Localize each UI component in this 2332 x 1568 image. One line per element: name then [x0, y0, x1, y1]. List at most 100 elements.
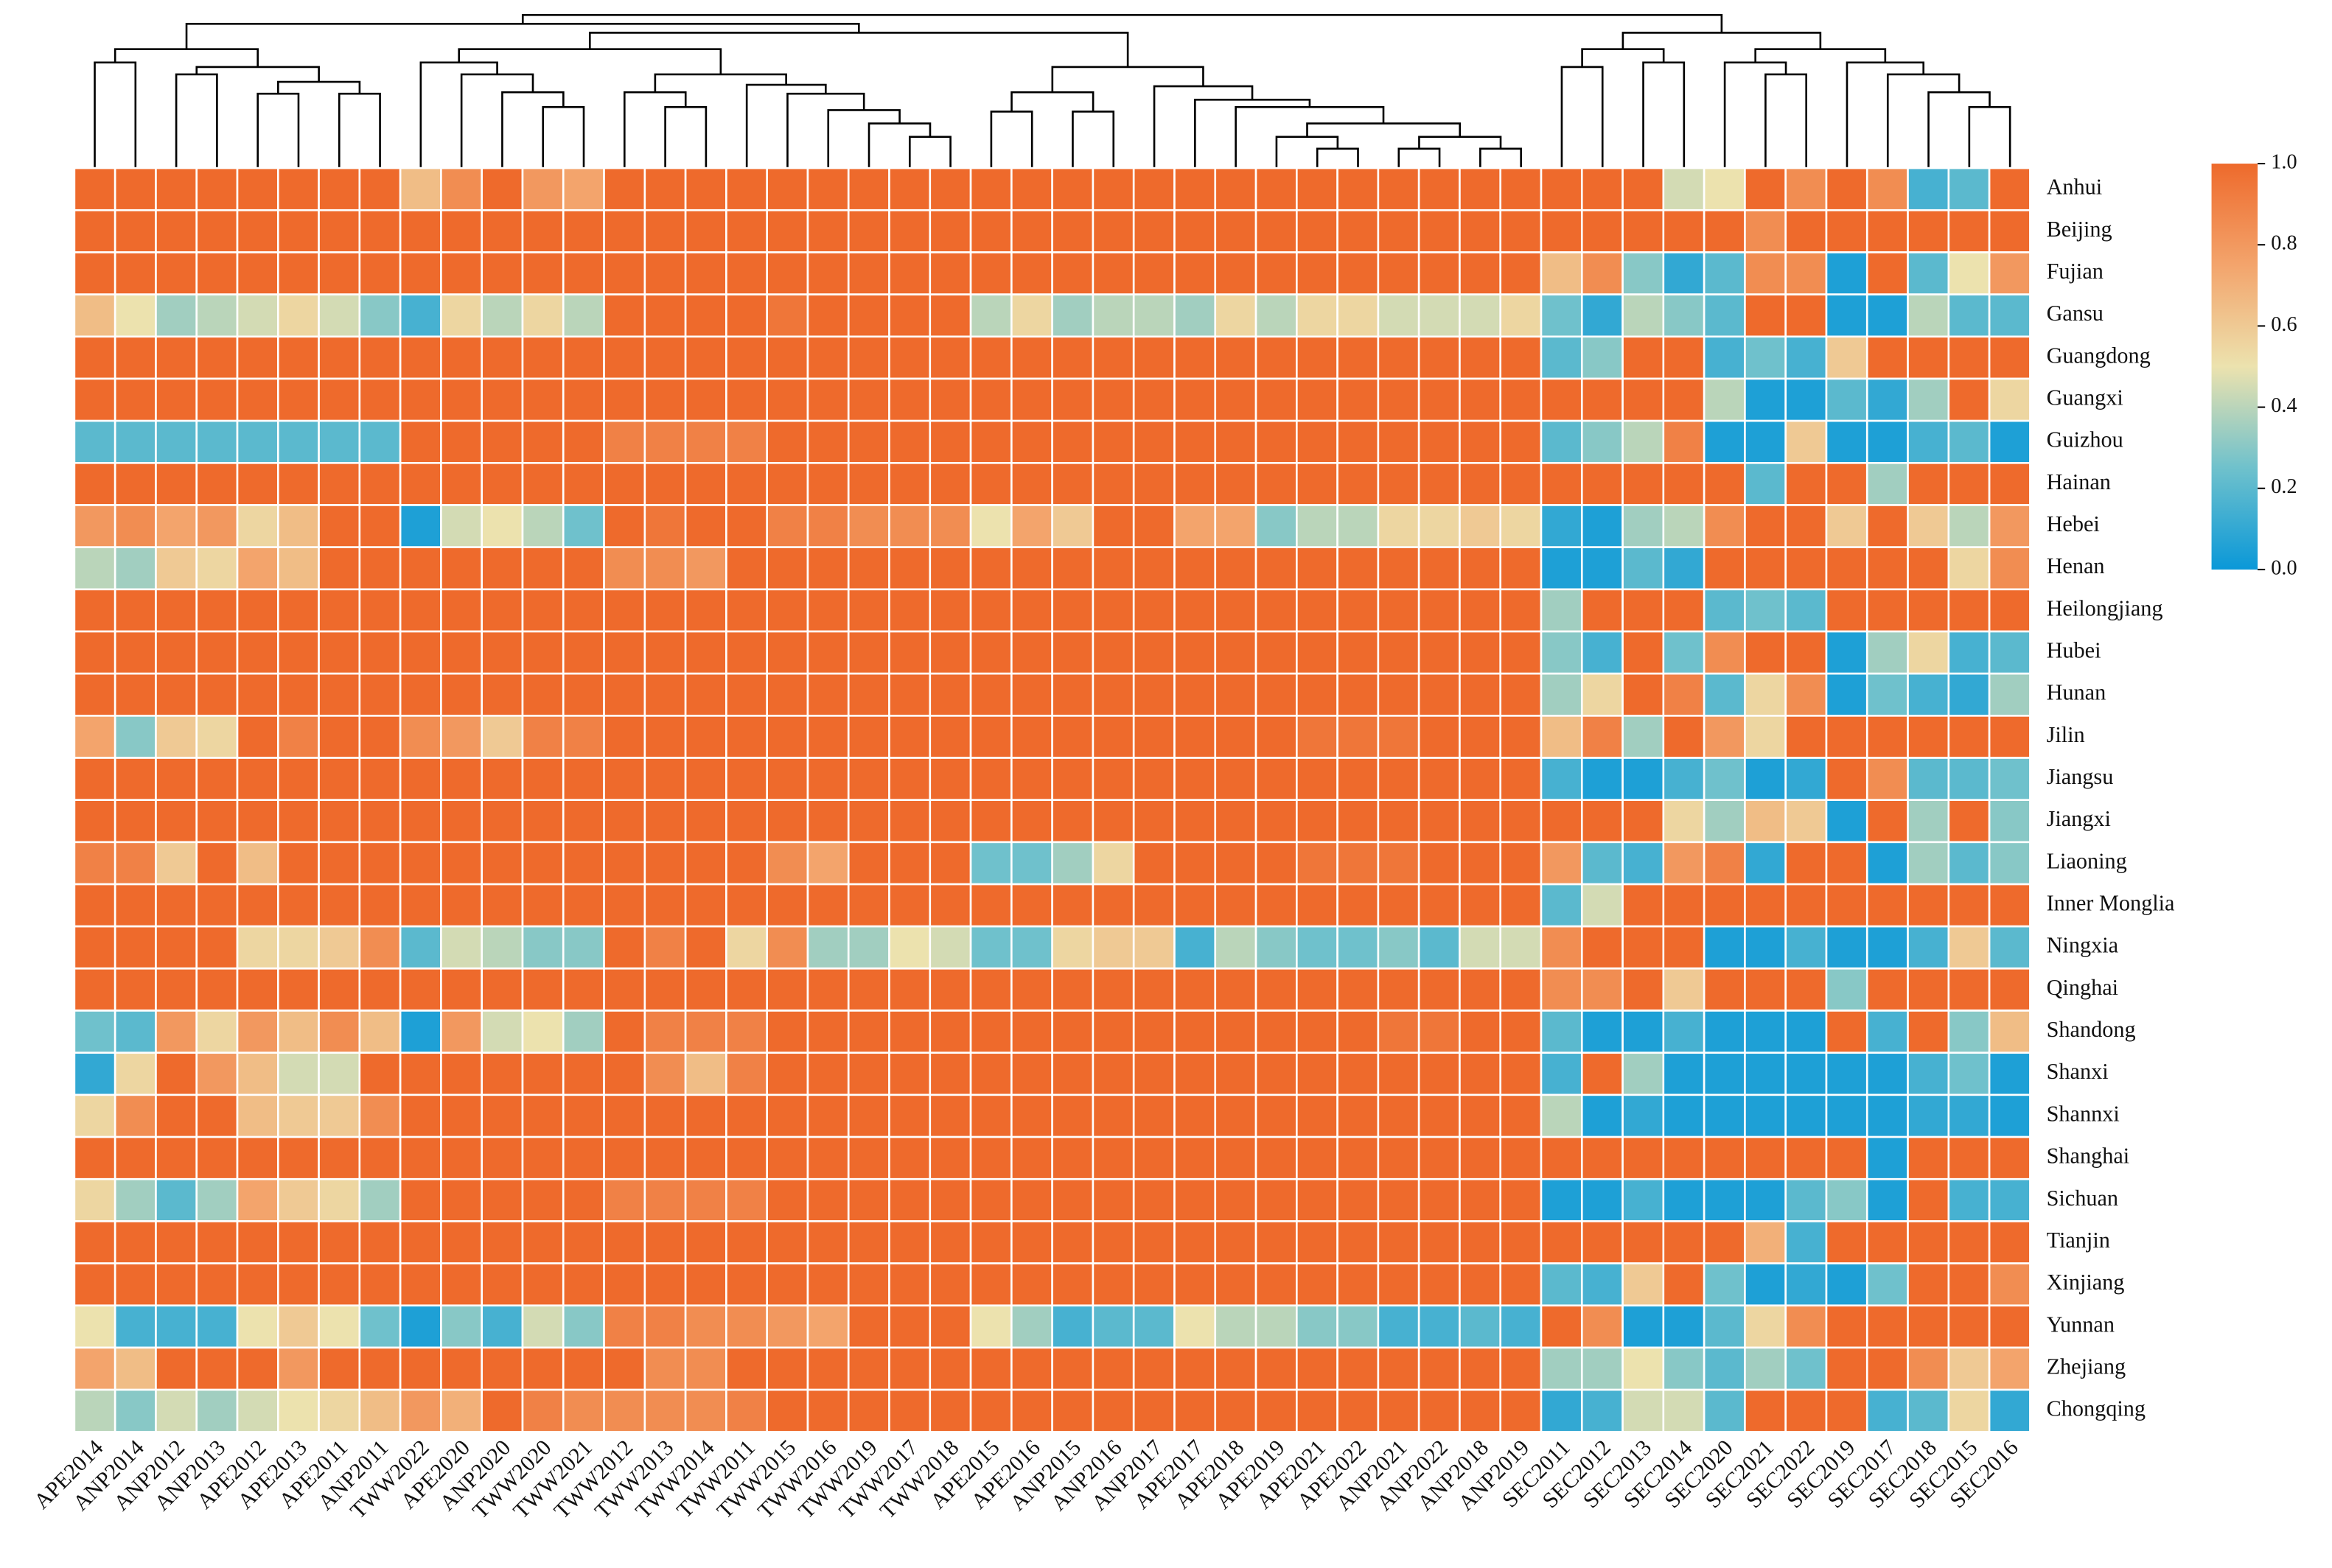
heatmap-cell — [1296, 1262, 1338, 1307]
heatmap-cell — [1499, 1135, 1543, 1180]
heatmap-cell — [1214, 883, 1257, 928]
heatmap-cell — [1336, 588, 1380, 633]
heatmap-cell — [1744, 672, 1787, 717]
heatmap-cell — [276, 419, 320, 464]
heatmap-cell — [358, 461, 402, 506]
heatmap-cell — [399, 841, 442, 886]
heatmap-cell — [1988, 925, 2031, 970]
heatmap-cell — [1784, 799, 1828, 844]
heatmap-cell — [521, 251, 565, 295]
heatmap-cell — [114, 799, 157, 844]
heatmap-cell — [276, 1304, 320, 1349]
heatmap-cell — [1132, 377, 1176, 422]
heatmap-cell — [1132, 546, 1176, 591]
heatmap-cell — [1173, 293, 1217, 338]
heatmap-cell — [1377, 1304, 1420, 1349]
heatmap-cell — [766, 1388, 809, 1433]
heatmap-cell — [521, 1093, 565, 1138]
heatmap-cell — [1784, 1262, 1828, 1307]
heatmap-cell — [358, 1093, 402, 1138]
heatmap-cell — [73, 799, 116, 844]
heatmap-cell — [1296, 1051, 1338, 1096]
row-label: Shanghai — [2047, 1144, 2130, 1169]
heatmap-cell — [1580, 1009, 1624, 1054]
heatmap-cell — [1051, 293, 1095, 338]
heatmap-cell — [1173, 1388, 1217, 1433]
heatmap-cell — [1417, 461, 1461, 506]
heatmap-cell — [929, 1346, 972, 1391]
heatmap-cell — [1662, 630, 1706, 675]
heatmap-cell — [1051, 504, 1095, 548]
heatmap-cell — [1947, 419, 1991, 464]
heatmap-cell — [562, 1346, 605, 1391]
heatmap-cell — [318, 588, 361, 633]
heatmap-cell — [1580, 841, 1624, 886]
heatmap-cell — [1540, 1304, 1583, 1349]
heatmap-cell — [847, 293, 890, 338]
heatmap-cell — [1662, 335, 1706, 380]
heatmap-cell — [521, 377, 565, 422]
heatmap-cell — [1540, 1220, 1583, 1264]
heatmap-cell — [114, 757, 157, 802]
heatmap-cell — [1825, 757, 1868, 802]
heatmap-cell — [766, 293, 809, 338]
heatmap-cell — [399, 757, 442, 802]
heatmap-cell — [155, 588, 198, 633]
heatmap-cell — [1336, 925, 1380, 970]
heatmap-cell — [73, 1093, 116, 1138]
heatmap-cell — [318, 209, 361, 253]
heatmap-cell — [888, 504, 932, 548]
heatmap-cell — [1132, 883, 1176, 928]
heatmap-cell — [1621, 335, 1665, 380]
heatmap-cell — [969, 1346, 1013, 1391]
heatmap-cell — [276, 1262, 320, 1307]
heatmap-cell — [1907, 1220, 1950, 1264]
heatmap-cell — [114, 1051, 157, 1096]
heatmap-cell — [562, 419, 605, 464]
heatmap-cell — [1173, 546, 1217, 591]
heatmap-cell — [1296, 630, 1338, 675]
heatmap-cell — [195, 841, 239, 886]
heatmap-cell — [603, 251, 646, 295]
heatmap-cell — [1825, 1009, 1868, 1054]
heatmap-cell — [1744, 504, 1787, 548]
heatmap-cell — [684, 672, 727, 717]
heatmap-cell — [725, 461, 768, 506]
heatmap-cell — [766, 1304, 809, 1349]
heatmap-cell — [195, 588, 239, 633]
heatmap-cell — [1173, 1220, 1217, 1264]
heatmap-cell — [562, 251, 605, 295]
heatmap-cell — [1377, 293, 1420, 338]
heatmap-cell — [1499, 335, 1543, 380]
heatmap-cell — [1865, 167, 1909, 211]
heatmap-cell — [318, 419, 361, 464]
heatmap-cell — [155, 925, 198, 970]
heatmap-cell — [1417, 377, 1461, 422]
heatmap-cell — [1459, 799, 1502, 844]
heatmap-cell — [1580, 1093, 1624, 1138]
heatmap-cell — [399, 1135, 442, 1180]
heatmap-cell — [1092, 925, 1135, 970]
heatmap-cell — [1459, 1093, 1502, 1138]
heatmap-cell — [1825, 925, 1868, 970]
heatmap-cell — [1499, 377, 1543, 422]
heatmap-cell — [1907, 419, 1950, 464]
heatmap-cell — [1621, 925, 1665, 970]
heatmap-cell — [1417, 1093, 1461, 1138]
heatmap-cell — [1784, 715, 1828, 759]
heatmap-cell — [1377, 799, 1420, 844]
heatmap-cell — [643, 1304, 687, 1349]
heatmap-cell — [1865, 1346, 1909, 1391]
heatmap-cell — [847, 335, 890, 380]
heatmap-cell — [1214, 925, 1257, 970]
heatmap-cell — [481, 588, 524, 633]
heatmap-cell — [684, 419, 727, 464]
heatmap-cell — [1010, 799, 1053, 844]
heatmap-cell — [1825, 1135, 1868, 1180]
heatmap-cell — [114, 377, 157, 422]
heatmap-cell — [276, 209, 320, 253]
heatmap-cell — [1703, 335, 1746, 380]
heatmap-cell — [1784, 841, 1828, 886]
heatmap-cell — [1988, 1093, 2031, 1138]
heatmap-cell — [1010, 588, 1053, 633]
